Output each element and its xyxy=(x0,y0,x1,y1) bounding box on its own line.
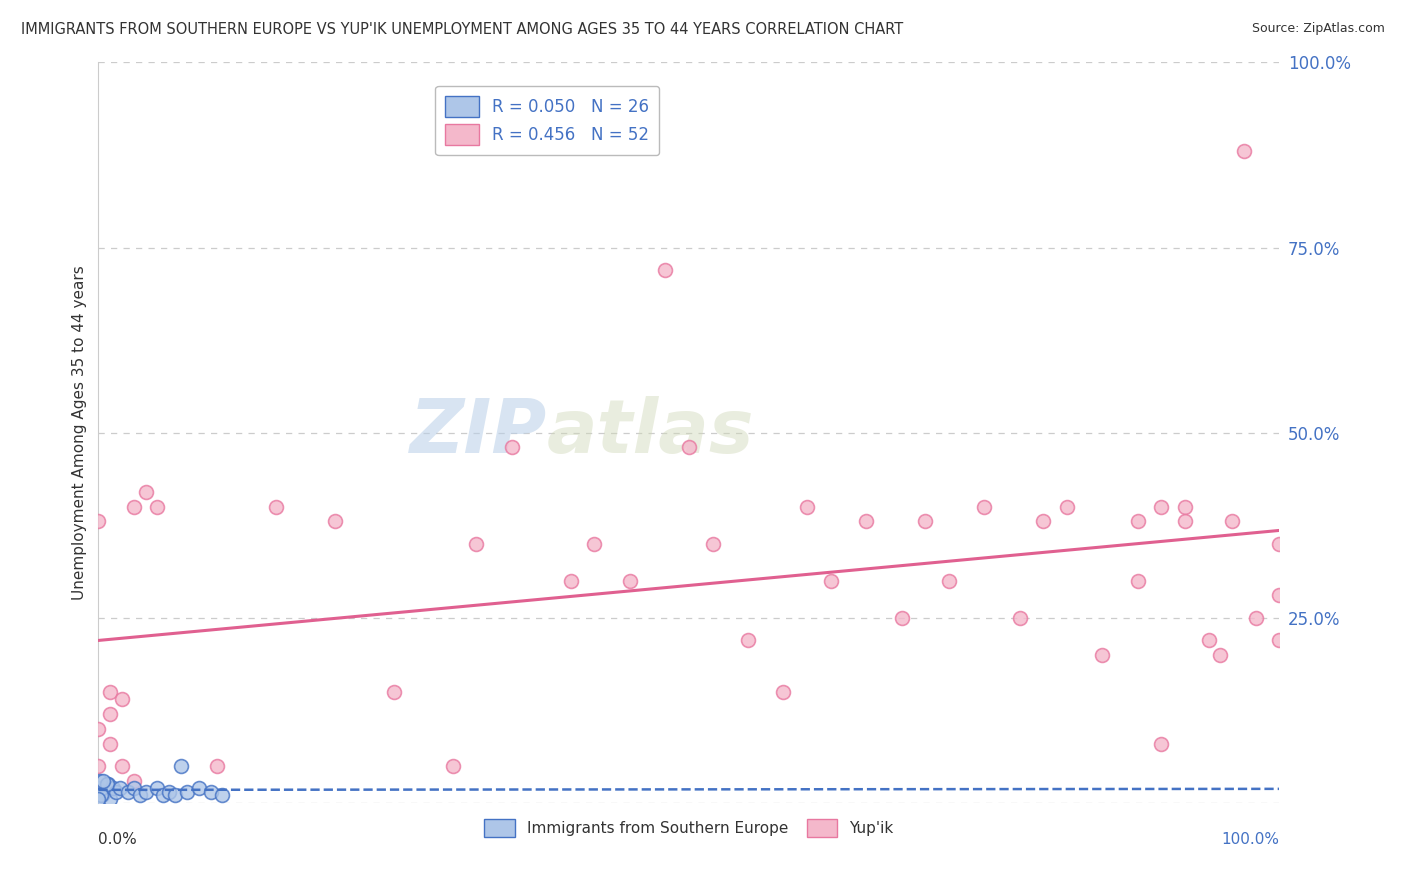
Point xyxy=(135,785,157,799)
Point xyxy=(176,785,198,799)
Point xyxy=(1150,500,1173,514)
Point xyxy=(1174,515,1197,529)
Point xyxy=(1126,574,1149,588)
Point xyxy=(111,692,134,706)
Point xyxy=(90,789,112,803)
Point xyxy=(1244,610,1267,624)
Point xyxy=(264,500,287,514)
Point xyxy=(128,789,150,803)
Point xyxy=(772,685,794,699)
Point xyxy=(97,777,120,791)
Point xyxy=(146,500,169,514)
Point xyxy=(87,758,110,772)
Point xyxy=(1174,500,1197,514)
Point xyxy=(87,515,110,529)
Point xyxy=(157,785,180,799)
Point xyxy=(796,500,818,514)
Point xyxy=(1233,145,1256,159)
Point xyxy=(98,737,121,751)
Point xyxy=(855,515,877,529)
Point xyxy=(973,500,995,514)
Text: ZIP: ZIP xyxy=(411,396,547,469)
Point xyxy=(87,722,110,736)
Point xyxy=(820,574,842,588)
Point xyxy=(146,780,169,795)
Point xyxy=(1126,515,1149,529)
Point xyxy=(111,758,134,772)
Point xyxy=(187,780,209,795)
Point xyxy=(91,773,114,788)
Point xyxy=(382,685,405,699)
Point xyxy=(87,792,110,806)
Point xyxy=(101,780,124,795)
Point xyxy=(211,789,233,803)
Point xyxy=(200,785,222,799)
Point xyxy=(152,789,174,803)
Point xyxy=(122,773,145,788)
Point xyxy=(1150,737,1173,751)
Point xyxy=(1091,648,1114,662)
Point xyxy=(93,785,115,799)
Point xyxy=(938,574,960,588)
Point xyxy=(1268,632,1291,647)
Point xyxy=(122,500,145,514)
Point xyxy=(678,441,700,455)
Point xyxy=(1209,648,1232,662)
Point xyxy=(117,785,139,799)
Point xyxy=(619,574,641,588)
Point xyxy=(1220,515,1243,529)
Point xyxy=(87,780,110,795)
Point xyxy=(98,792,121,806)
Point xyxy=(165,789,187,803)
Point xyxy=(1008,610,1031,624)
Point xyxy=(465,536,488,550)
Point xyxy=(96,777,118,791)
Y-axis label: Unemployment Among Ages 35 to 44 years: Unemployment Among Ages 35 to 44 years xyxy=(72,265,87,600)
Point xyxy=(122,780,145,795)
Point xyxy=(441,758,464,772)
Point xyxy=(890,610,912,624)
Point xyxy=(702,536,724,550)
Point xyxy=(170,758,193,772)
Point xyxy=(105,785,128,799)
Point xyxy=(560,574,582,588)
Text: Source: ZipAtlas.com: Source: ZipAtlas.com xyxy=(1251,22,1385,36)
Legend: Immigrants from Southern Europe, Yup'ik: Immigrants from Southern Europe, Yup'ik xyxy=(478,813,900,843)
Point xyxy=(501,441,523,455)
Point xyxy=(91,789,114,803)
Point xyxy=(323,515,346,529)
Point xyxy=(98,706,121,721)
Text: 0.0%: 0.0% xyxy=(98,832,138,847)
Point xyxy=(914,515,936,529)
Point xyxy=(135,484,157,499)
Point xyxy=(1268,589,1291,603)
Point xyxy=(1198,632,1220,647)
Point xyxy=(108,780,131,795)
Text: IMMIGRANTS FROM SOUTHERN EUROPE VS YUP'IK UNEMPLOYMENT AMONG AGES 35 TO 44 YEARS: IMMIGRANTS FROM SOUTHERN EUROPE VS YUP'I… xyxy=(21,22,903,37)
Text: atlas: atlas xyxy=(547,396,755,469)
Point xyxy=(654,262,676,277)
Point xyxy=(98,685,121,699)
Point xyxy=(89,773,111,788)
Point xyxy=(205,758,228,772)
Point xyxy=(1056,500,1078,514)
Point xyxy=(1268,536,1291,550)
Text: 100.0%: 100.0% xyxy=(1222,832,1279,847)
Point xyxy=(583,536,606,550)
Point xyxy=(1032,515,1054,529)
Point xyxy=(737,632,759,647)
